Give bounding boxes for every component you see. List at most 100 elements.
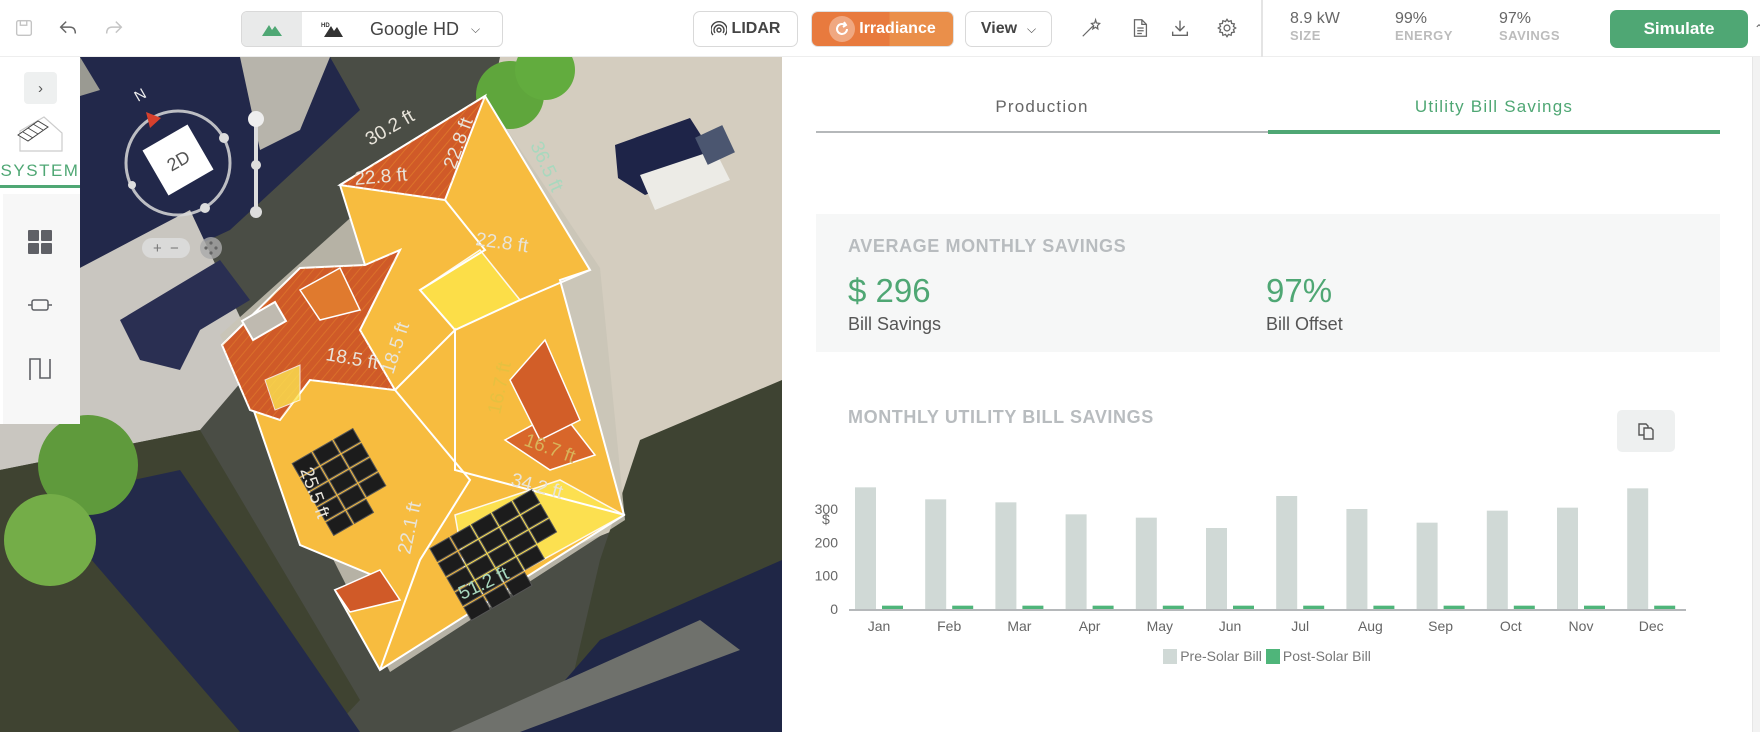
download-icon[interactable] [1166,14,1194,42]
terrain-icon [262,25,282,36]
legend-label: Pre-Solar Bill [1180,648,1262,664]
lidar-icon [710,21,727,36]
redo-icon[interactable] [100,14,128,42]
bill-offset-value: 97% [1266,272,1333,309]
refresh-icon [829,16,856,42]
x-tick-label: Jul [1291,618,1309,634]
view-label: View [980,20,1018,37]
bar-chart: $0 100 200 300 Jan Feb Mar Apr May Jun Jul Aug Sep Oc… [815,487,1686,634]
bar-post-solar[interactable] [882,605,903,609]
legend-label: Post-Solar Bill [1282,648,1371,664]
simulate-button[interactable]: Simulate [1610,10,1748,48]
lidar-label: LIDAR [731,20,781,37]
bar-pre-solar[interactable] [1557,507,1578,609]
hd-terrain-icon: HD [321,23,343,37]
stat-energy-label: ENERGY [1395,28,1453,43]
svg-text:+: + [153,240,162,257]
expand-sidebar-button[interactable]: › [24,72,57,104]
x-tick-label: Jan [868,618,891,634]
x-tick-label: May [1147,618,1173,634]
top-toolbar: HD Google HD ⌵ LIDAR Irradiance View ⌵ 8… [0,0,1760,57]
x-tick-label: Aug [1358,618,1383,634]
analysis-panel: Production Utility Bill Savings AVERAGE … [782,57,1752,732]
bar-post-solar[interactable] [952,605,974,609]
wiring-icon[interactable] [25,354,55,384]
mode-2d-toggle[interactable]: 2D [142,124,214,196]
bar-pre-solar[interactable] [1346,509,1368,609]
bar-post-solar[interactable] [1303,605,1325,609]
bar-pre-solar[interactable] [995,502,1017,609]
document-icon[interactable] [1126,14,1154,42]
copy-chart-button[interactable] [1617,410,1675,452]
x-tick-label: Oct [1500,618,1522,634]
y-tick-label: 0 [830,601,838,617]
bar-post-solar[interactable] [1584,605,1605,609]
panel-scrollbar[interactable] [1752,57,1760,732]
gear-icon[interactable] [1213,14,1241,42]
tab-production[interactable]: Production [816,97,1268,133]
average-savings-card: AVERAGE MONTHLY SAVINGS $ 296 Bill Savin… [816,214,1720,352]
bar-post-solar[interactable] [1373,605,1395,609]
bar-post-solar[interactable] [1233,605,1254,609]
bar-post-solar[interactable] [1022,605,1044,609]
legend-swatch [1163,648,1178,664]
bar-post-solar[interactable] [1092,605,1114,609]
save-icon[interactable] [10,14,38,42]
lidar-button[interactable]: LIDAR [693,11,798,47]
magic-wand-icon[interactable] [1077,14,1105,42]
bar-pre-solar[interactable] [855,487,876,609]
satellite-scene: 30.2 ft 22.8 ft 22.8 ft 36.5 ft 22.8 ft … [0,57,782,732]
y-tick-label: 200 [815,534,839,550]
system-tab[interactable]: SYSTEM [0,161,80,180]
monthly-savings-chart: $0 100 200 300 Jan Feb Mar Apr May Jun Jul Aug Sep Oc… [782,452,1752,732]
inverter-icon[interactable] [25,290,55,320]
chart-title: MONTHLY UTILITY BILL SAVINGS [848,407,1154,427]
bar-pre-solar[interactable] [1416,522,1438,609]
hd-terrain-option[interactable]: HD [302,12,362,46]
zoom-controls [142,238,190,258]
stat-size-label: SIZE [1290,28,1321,43]
sidebar-tools [3,194,80,424]
terrain-option[interactable] [242,12,302,46]
north-arrow-icon [146,112,161,128]
tab-utility-bill-savings[interactable]: Utility Bill Savings [1268,97,1720,134]
imagery-selector: HD Google HD ⌵ [241,11,503,47]
y-axis-label: $ [822,511,830,527]
bar-pre-solar[interactable] [1065,514,1087,609]
x-tick-label: Dec [1639,618,1664,634]
view-dropdown[interactable]: View ⌵ [965,11,1052,47]
irradiance-button[interactable]: Irradiance [811,11,954,47]
bar-pre-solar[interactable] [1206,528,1227,609]
svg-text:HD: HD [321,23,330,29]
stat-size: 8.9 kW SIZE [1290,10,1340,44]
compass-north-label: N [132,85,150,105]
bar-pre-solar[interactable] [925,499,947,609]
bar-pre-solar[interactable] [1486,510,1508,609]
legend-pre-solar[interactable]: Pre-Solar Bill [1163,648,1262,664]
stat-size-value: 8.9 kW [1290,10,1340,27]
bar-pre-solar[interactable] [1627,488,1649,609]
pan-control [200,237,222,259]
stat-savings-value: 97% [1499,10,1532,27]
bar-post-solar[interactable] [1654,605,1676,609]
panels-grid-icon[interactable] [25,227,55,257]
toolbar-divider [1261,0,1263,57]
bar-post-solar[interactable] [1162,605,1184,609]
bar-pre-solar[interactable] [1276,496,1298,609]
map-canvas[interactable]: 30.2 ft 22.8 ft 22.8 ft 36.5 ft 22.8 ft … [0,57,782,732]
bill-savings-value: $ 296 [848,272,931,309]
x-tick-label: Feb [937,618,961,634]
y-tick-label: 100 [815,568,839,584]
irradiance-label: Irradiance [859,20,936,37]
imagery-dropdown[interactable]: Google HD ⌵ [362,12,502,46]
svg-text:22.8 ft: 22.8 ft [354,164,409,190]
stat-energy: 99% ENERGY [1395,10,1453,44]
left-sidebar: › SYSTEM [0,57,80,424]
bar-post-solar[interactable] [1443,605,1465,609]
undo-icon[interactable] [54,14,82,42]
legend-post-solar[interactable]: Post-Solar Bill [1265,648,1371,664]
chevron-up-icon[interactable]: ⌃ [1754,22,1760,36]
svg-text:−: − [170,240,179,257]
bar-pre-solar[interactable] [1135,517,1157,609]
bar-post-solar[interactable] [1513,605,1535,609]
